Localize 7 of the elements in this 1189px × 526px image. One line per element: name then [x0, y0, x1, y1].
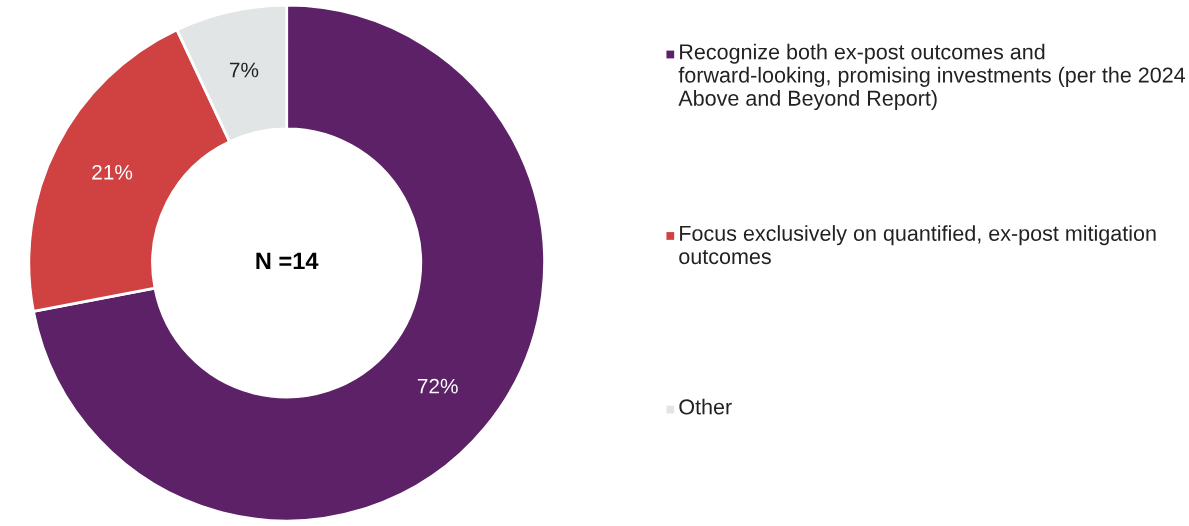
data-label: 21% [92, 164, 133, 180]
legend-label: Focus exclusively on quantified, ex-post mitigation outcomes [679, 225, 1156, 265]
legend-label: Other [679, 398, 732, 415]
data-label: 72% [417, 378, 458, 394]
data-label: 7% [229, 62, 259, 78]
legend-label: Recognize both ex-post outcomes and forward-looking, promising investments (per the 2024 Above and Beyond Report) [678, 43, 1186, 111]
text: N =14 [256, 252, 319, 270]
